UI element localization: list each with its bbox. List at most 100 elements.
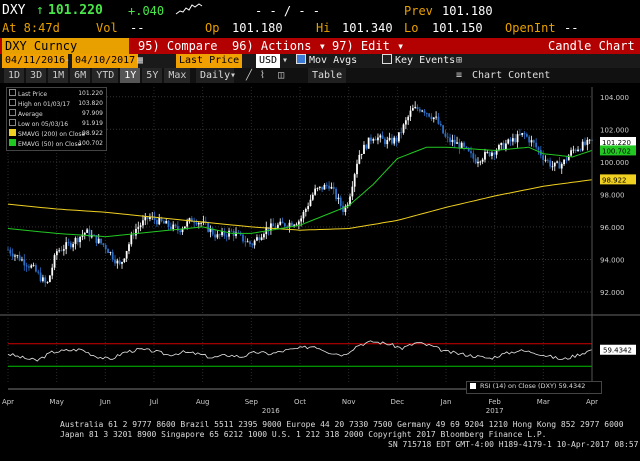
time-stamp: At 8:47d (2, 21, 60, 35)
candle-body (567, 155, 570, 161)
x-tick-label: Dec (391, 398, 405, 406)
candle-body (121, 262, 123, 264)
candle-body (581, 141, 584, 151)
y-tick-label: 96.000 (600, 224, 625, 232)
candle-body (565, 159, 568, 161)
range-3d[interactable]: 3D (26, 68, 47, 83)
candle-body (314, 188, 317, 195)
candle-body (116, 260, 119, 264)
measure-icon[interactable]: ⌇ (260, 70, 265, 81)
candle-body (474, 158, 477, 164)
candle-body (42, 277, 44, 282)
candle-body (484, 152, 486, 160)
candle-body (491, 152, 493, 157)
candle-body (288, 222, 291, 228)
chart-type-icon[interactable]: ◫ (278, 70, 285, 81)
candle-body (563, 159, 565, 165)
range-5y[interactable]: 5Y (142, 68, 163, 83)
price-field-select[interactable]: Last Price (176, 54, 243, 68)
candle-body (344, 206, 347, 212)
date-separator: - (64, 55, 71, 66)
chevron-down-icon[interactable]: ▾ (230, 70, 237, 81)
candle-body (553, 162, 556, 167)
draw-line-icon[interactable]: ╱ (246, 70, 253, 81)
key-events-toggle[interactable]: Key Events (382, 54, 455, 68)
candle-body (409, 110, 412, 117)
candle-body (542, 155, 545, 160)
footer-session: SN 715718 EDT GMT-4:00 H189-4179-1 10-Ap… (388, 440, 640, 449)
range-ytd[interactable]: YTD (92, 68, 119, 83)
expand-icon[interactable]: ⊞ (456, 55, 463, 66)
range-1y[interactable]: 1Y (120, 68, 141, 83)
actions-button[interactable]: 96) Actions ▾ (232, 38, 326, 54)
start-date-input[interactable]: 04/11/2016 (2, 54, 69, 68)
candle-body (407, 116, 410, 121)
range-1d[interactable]: 1D (4, 68, 25, 83)
legend-item: SMAVG (200) on Close 98.922 (9, 129, 103, 139)
table-button[interactable]: Table (308, 68, 347, 83)
candle-body (537, 147, 540, 150)
candle-body (549, 160, 552, 167)
candle-body (304, 209, 307, 213)
candle-body (195, 222, 198, 225)
candle-body (372, 139, 375, 141)
candle-body (53, 255, 56, 268)
year-label: 2016 (262, 407, 280, 415)
checkbox-unchecked-icon (382, 54, 392, 64)
candle-body (363, 144, 365, 154)
candle-body (16, 255, 19, 257)
candle-body (193, 221, 196, 223)
candle-body (65, 242, 68, 250)
candle-body (579, 149, 582, 151)
legend-swatch (9, 139, 16, 146)
candle-body (335, 188, 337, 200)
candle-body (360, 153, 363, 155)
chevron-down-icon[interactable]: ▾ (282, 55, 289, 66)
candle-body (432, 117, 435, 120)
edit-button[interactable]: 97) Edit ▾ (332, 38, 405, 54)
candle-body (58, 250, 61, 252)
candle-body (337, 197, 340, 200)
range-6m[interactable]: 6M (70, 68, 91, 83)
chart-content-button[interactable]: Chart Content (472, 70, 551, 81)
candle-body (81, 234, 84, 237)
candle-body (25, 265, 28, 267)
currency-select[interactable]: USD (256, 54, 281, 68)
candle-body (311, 194, 314, 200)
rsi-legend-box (466, 381, 602, 394)
x-tick-label: Feb (488, 398, 501, 406)
candle-body (21, 259, 23, 261)
range-max[interactable]: Max (164, 68, 191, 83)
mov-avgs-label: Mov Avgs (309, 55, 358, 66)
candle-body (100, 238, 102, 244)
legend-swatch (9, 89, 16, 96)
candle-body (509, 139, 512, 142)
candle-body (379, 135, 382, 138)
candle-body (72, 244, 75, 248)
candle-body (165, 221, 168, 224)
legend-swatch (9, 119, 16, 126)
calendar-icon[interactable]: ▦ (137, 55, 144, 66)
candle-body (249, 241, 251, 245)
mov-avgs-toggle[interactable]: Mov Avgs (296, 54, 357, 68)
candle-body (272, 223, 275, 227)
candle-body (518, 134, 521, 136)
ema-50-line (7, 146, 593, 238)
candle-body (30, 265, 33, 268)
compare-button[interactable]: 95) Compare (138, 38, 218, 54)
time-dashes: - - / - - (255, 4, 321, 18)
candle-body (142, 220, 144, 226)
security-field[interactable]: DXY Curncy (2, 38, 129, 54)
chart-content-icon[interactable]: ≡ (456, 70, 463, 81)
range-1m[interactable]: 1M (48, 68, 69, 83)
candle-body (486, 151, 489, 153)
end-date-input[interactable]: 04/10/2017 (72, 54, 139, 68)
candle-body (572, 149, 575, 151)
candle-body (183, 226, 186, 229)
period-select[interactable]: Daily (196, 68, 235, 83)
candle-body (453, 139, 456, 144)
candle-body (55, 251, 58, 256)
candle-body (188, 218, 191, 222)
candle-body (516, 134, 519, 143)
candle-body (558, 161, 561, 169)
